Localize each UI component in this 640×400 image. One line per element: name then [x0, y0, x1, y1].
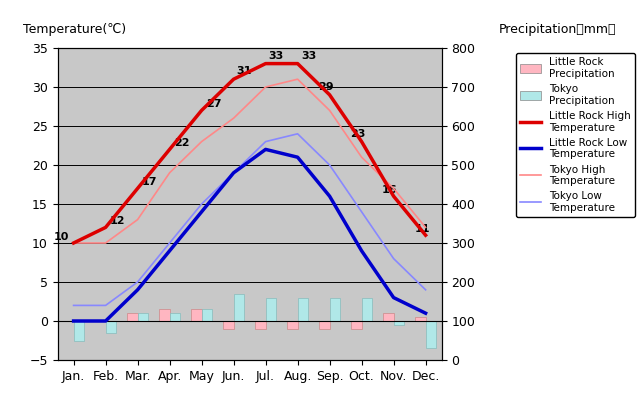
Bar: [415, 317, 426, 321]
Text: 11: 11: [414, 224, 430, 234]
Bar: [362, 298, 372, 321]
Bar: [319, 321, 330, 329]
Bar: [223, 321, 234, 329]
Text: 16: 16: [382, 185, 398, 195]
Bar: [170, 313, 180, 321]
Bar: [138, 313, 148, 321]
Text: 12: 12: [110, 216, 125, 226]
Bar: [234, 294, 244, 321]
Text: 17: 17: [142, 177, 157, 187]
Text: 23: 23: [350, 129, 366, 139]
Text: 29: 29: [318, 82, 334, 92]
Text: 33: 33: [302, 51, 317, 61]
Text: 33: 33: [268, 51, 284, 61]
Text: 22: 22: [174, 138, 189, 148]
Text: 31: 31: [236, 66, 252, 76]
Bar: [426, 321, 436, 348]
Bar: [191, 309, 202, 321]
Bar: [106, 321, 116, 333]
Text: 10: 10: [54, 232, 69, 242]
Bar: [394, 321, 404, 325]
Bar: [351, 321, 362, 329]
Legend: Little Rock
Precipitation, Tokyo
Precipitation, Little Rock High
Temperature, Li: Little Rock Precipitation, Tokyo Precipi…: [516, 53, 635, 217]
Bar: [255, 321, 266, 329]
Bar: [383, 313, 394, 321]
Bar: [74, 321, 84, 340]
Text: Precipitation（mm）: Precipitation（mm）: [499, 22, 617, 36]
Bar: [159, 309, 170, 321]
Text: Temperature(℃): Temperature(℃): [23, 22, 126, 36]
Bar: [202, 309, 212, 321]
Bar: [127, 313, 138, 321]
Bar: [266, 298, 276, 321]
Bar: [298, 298, 308, 321]
Text: 27: 27: [206, 99, 221, 109]
Bar: [287, 321, 298, 329]
Bar: [330, 298, 340, 321]
